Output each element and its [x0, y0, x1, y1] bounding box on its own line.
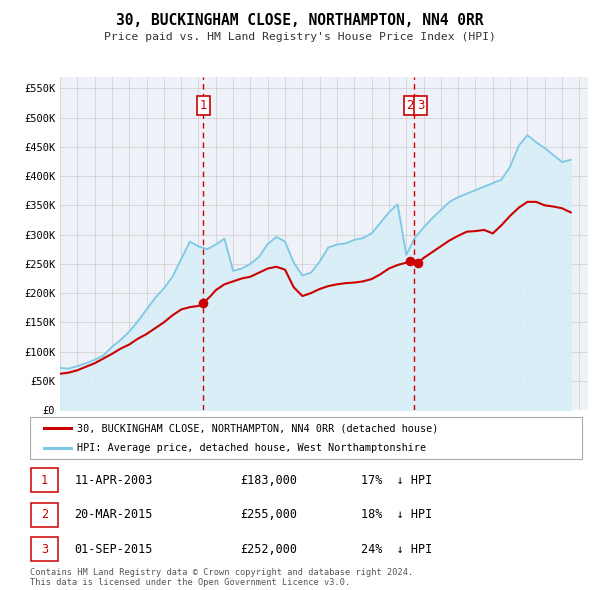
Point — [199, 299, 208, 308]
FancyBboxPatch shape — [31, 537, 58, 561]
Text: 3: 3 — [417, 100, 424, 113]
Point — [405, 256, 415, 266]
Text: £252,000: £252,000 — [240, 543, 297, 556]
Text: 30, BUCKINGHAM CLOSE, NORTHAMPTON, NN4 0RR (detached house): 30, BUCKINGHAM CLOSE, NORTHAMPTON, NN4 0… — [77, 423, 438, 433]
Text: 18%  ↓ HPI: 18% ↓ HPI — [361, 508, 433, 522]
Text: £183,000: £183,000 — [240, 474, 297, 487]
Text: 2: 2 — [41, 508, 48, 522]
Text: 11-APR-2003: 11-APR-2003 — [74, 474, 152, 487]
Text: 1: 1 — [200, 100, 207, 113]
Text: HPI: Average price, detached house, West Northamptonshire: HPI: Average price, detached house, West… — [77, 442, 426, 453]
FancyBboxPatch shape — [30, 417, 582, 459]
Text: 3: 3 — [41, 543, 48, 556]
FancyBboxPatch shape — [31, 468, 58, 493]
Text: Contains HM Land Registry data © Crown copyright and database right 2024.
This d: Contains HM Land Registry data © Crown c… — [30, 568, 413, 587]
Text: 2: 2 — [406, 100, 414, 113]
Point — [413, 258, 422, 267]
FancyBboxPatch shape — [31, 503, 58, 527]
Text: 20-MAR-2015: 20-MAR-2015 — [74, 508, 152, 522]
Text: 01-SEP-2015: 01-SEP-2015 — [74, 543, 152, 556]
Text: 17%  ↓ HPI: 17% ↓ HPI — [361, 474, 433, 487]
Text: 24%  ↓ HPI: 24% ↓ HPI — [361, 543, 433, 556]
Text: Price paid vs. HM Land Registry's House Price Index (HPI): Price paid vs. HM Land Registry's House … — [104, 32, 496, 41]
Text: 1: 1 — [41, 474, 48, 487]
Text: 30, BUCKINGHAM CLOSE, NORTHAMPTON, NN4 0RR: 30, BUCKINGHAM CLOSE, NORTHAMPTON, NN4 0… — [116, 13, 484, 28]
Text: £255,000: £255,000 — [240, 508, 297, 522]
